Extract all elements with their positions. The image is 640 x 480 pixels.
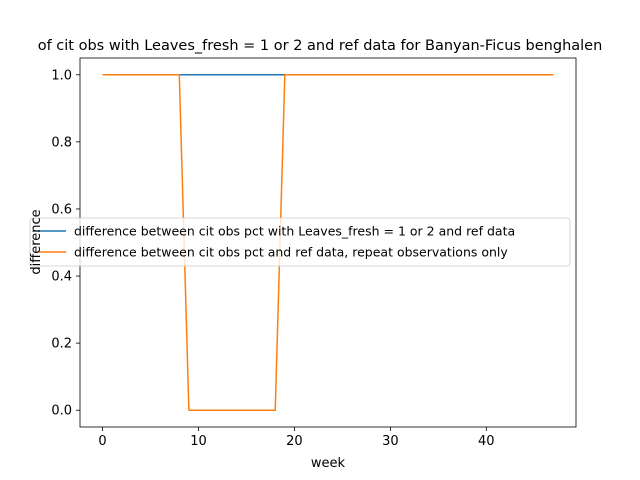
x-tick-label: 30	[382, 434, 399, 449]
x-tick-label: 20	[286, 434, 303, 449]
y-tick-label: 1.0	[51, 68, 72, 83]
x-tick-label: 0	[98, 434, 106, 449]
x-tick-label: 40	[478, 434, 495, 449]
x-tick-label: 10	[190, 434, 207, 449]
x-axis-label: week	[311, 456, 346, 471]
series-line-2	[102, 74, 554, 411]
chart-title: of cit obs with Leaves_fresh = 1 or 2 an…	[38, 38, 603, 54]
y-tick-label: 0.4	[51, 270, 72, 285]
legend-entry-1: difference between cit obs pct with Leav…	[74, 224, 515, 239]
y-axis-label: difference	[29, 209, 44, 274]
y-tick-label: 0.2	[51, 337, 72, 352]
y-tick-label: 0.8	[51, 135, 72, 150]
plot-area: 0 10 20 30 40 0.0 0.2 0.4 0.6 0.8 1.0 difference be…	[29, 57, 577, 449]
y-tick-label: 0.6	[51, 202, 72, 217]
y-tick-label: 0.0	[51, 404, 72, 419]
legend-box	[29, 217, 571, 267]
legend-entry-2: difference between cit obs pct and ref d…	[74, 245, 508, 260]
